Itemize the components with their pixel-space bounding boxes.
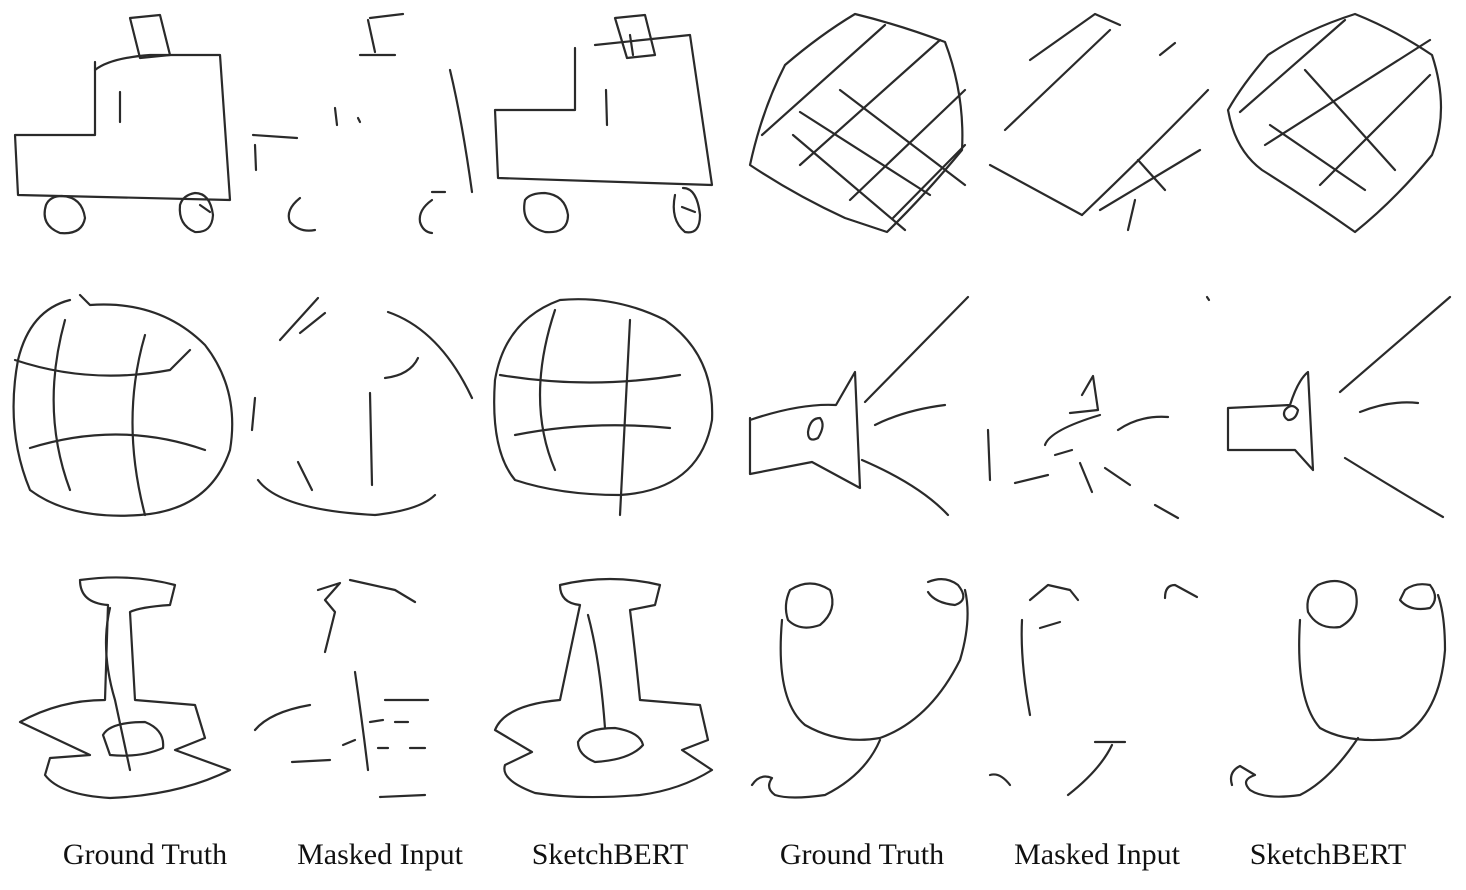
sketch-pillow-masked-input xyxy=(988,12,1210,232)
sketch-table-ground-truth xyxy=(18,576,232,800)
caption-sketchbert-right: SketchBERT xyxy=(1249,838,1407,871)
sketch-table-sketchbert xyxy=(493,577,714,799)
sketch-stethoscope-ground-truth xyxy=(750,578,969,799)
sketch-megaphone-sketchbert xyxy=(1226,295,1452,519)
caption-masked-input-left: Masked Input xyxy=(297,838,463,871)
sketch-megaphone-masked-input xyxy=(986,295,1211,520)
sketch-truck-ground-truth xyxy=(13,13,232,235)
sketch-truck-masked-input xyxy=(251,12,474,235)
caption-ground-truth-left: Ground Truth xyxy=(62,838,228,871)
caption-masked-input-right: Masked Input xyxy=(1014,838,1180,871)
caption-sketchbert-left: SketchBERT xyxy=(531,838,689,871)
sketch-truck-sketchbert xyxy=(493,13,714,234)
sketch-stethoscope-sketchbert xyxy=(1229,579,1447,798)
sketch-table-masked-input xyxy=(253,578,430,799)
sketch-pillow-ground-truth xyxy=(748,12,967,234)
sketch-globe-sketchbert xyxy=(493,298,714,517)
sketch-megaphone-ground-truth xyxy=(748,295,970,517)
sketch-globe-ground-truth xyxy=(12,293,234,517)
caption-ground-truth-right: Ground Truth xyxy=(779,838,945,871)
sketch-pillow-sketchbert xyxy=(1226,12,1443,234)
sketch-globe-masked-input xyxy=(250,296,474,517)
sketch-stethoscope-masked-input xyxy=(988,583,1199,797)
